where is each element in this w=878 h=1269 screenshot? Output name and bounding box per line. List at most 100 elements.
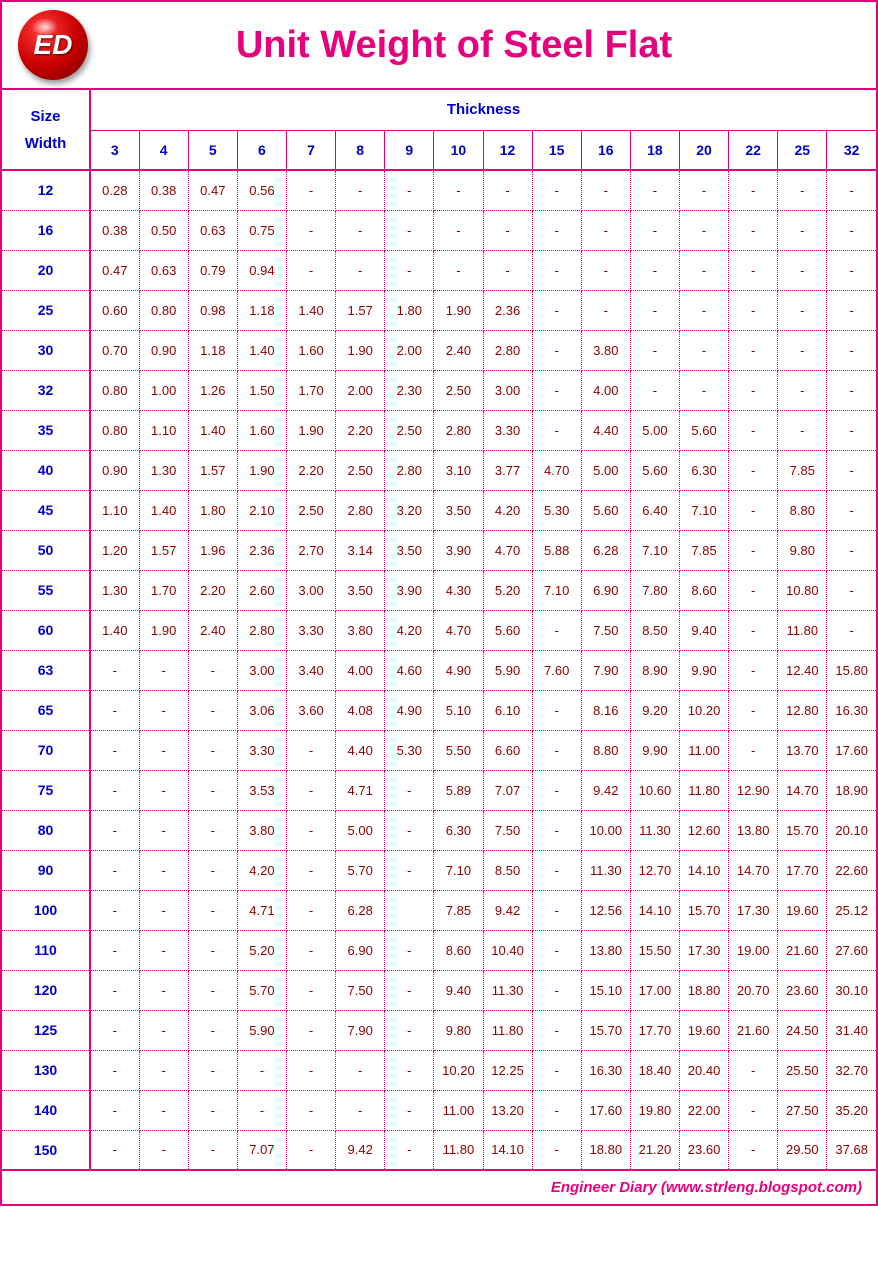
data-cell: 8.80 <box>778 490 827 530</box>
data-cell: - <box>532 250 581 290</box>
table-row: 63---3.003.404.004.604.905.907.607.908.9… <box>2 650 876 690</box>
data-cell: 18.80 <box>581 1130 630 1170</box>
data-cell: 2.80 <box>237 610 286 650</box>
data-cell: - <box>188 1130 237 1170</box>
data-cell: 11.80 <box>434 1130 483 1170</box>
data-cell: 17.00 <box>630 970 679 1010</box>
data-cell: - <box>729 1050 778 1090</box>
data-cell: 3.00 <box>483 370 532 410</box>
data-cell: 0.90 <box>90 450 139 490</box>
data-cell: 0.70 <box>90 330 139 370</box>
data-cell: - <box>827 450 876 490</box>
data-cell: - <box>532 370 581 410</box>
data-cell: - <box>385 770 434 810</box>
data-cell: 8.50 <box>483 850 532 890</box>
width-row-header: 120 <box>2 970 90 1010</box>
data-cell: 12.70 <box>630 850 679 890</box>
data-cell: 10.20 <box>680 690 729 730</box>
data-cell: 1.50 <box>237 370 286 410</box>
data-cell: - <box>630 370 679 410</box>
width-row-header: 80 <box>2 810 90 850</box>
thickness-col-header: 3 <box>90 130 139 170</box>
table-row: 601.401.902.402.803.303.804.204.705.60-7… <box>2 610 876 650</box>
thickness-header: Thickness <box>90 90 876 130</box>
data-cell: 3.06 <box>237 690 286 730</box>
data-cell: 7.80 <box>630 570 679 610</box>
data-cell: - <box>827 290 876 330</box>
data-cell: 11.00 <box>434 1090 483 1130</box>
data-cell: 2.50 <box>336 450 385 490</box>
header: ED Unit Weight of Steel Flat <box>2 2 876 90</box>
width-row-header: 75 <box>2 770 90 810</box>
data-cell: 7.07 <box>237 1130 286 1170</box>
data-cell: 2.00 <box>336 370 385 410</box>
data-cell: 0.63 <box>139 250 188 290</box>
data-cell: 12.25 <box>483 1050 532 1090</box>
data-cell: 0.60 <box>90 290 139 330</box>
data-cell: - <box>139 850 188 890</box>
data-cell: - <box>729 1130 778 1170</box>
data-cell: 11.30 <box>630 810 679 850</box>
data-cell: - <box>778 290 827 330</box>
data-cell: 15.70 <box>581 1010 630 1050</box>
data-cell: 3.80 <box>237 810 286 850</box>
data-cell: 10.20 <box>434 1050 483 1090</box>
data-cell: 1.10 <box>139 410 188 450</box>
data-cell: 3.14 <box>336 530 385 570</box>
data-cell: 3.60 <box>287 690 336 730</box>
data-cell: 5.10 <box>434 690 483 730</box>
data-cell: 5.60 <box>630 450 679 490</box>
data-cell: - <box>90 1130 139 1170</box>
data-cell: - <box>139 650 188 690</box>
data-cell: 3.00 <box>237 650 286 690</box>
data-cell: 14.10 <box>483 1130 532 1170</box>
data-cell: 7.85 <box>434 890 483 930</box>
data-cell: - <box>581 290 630 330</box>
data-cell: 3.30 <box>237 730 286 770</box>
data-cell: - <box>385 170 434 210</box>
data-cell: 2.40 <box>434 330 483 370</box>
table-row: 120.280.380.470.56------------ <box>2 170 876 210</box>
data-cell: - <box>729 250 778 290</box>
logo-badge: ED <box>18 10 88 80</box>
data-cell: - <box>778 370 827 410</box>
data-cell: 17.30 <box>729 890 778 930</box>
table-row: 551.301.702.202.603.003.503.904.305.207.… <box>2 570 876 610</box>
data-cell: - <box>680 370 729 410</box>
data-cell: 9.80 <box>778 530 827 570</box>
data-cell: - <box>188 890 237 930</box>
data-cell: 11.30 <box>581 850 630 890</box>
data-cell: - <box>778 170 827 210</box>
data-cell: 1.57 <box>188 450 237 490</box>
data-cell: - <box>827 610 876 650</box>
data-cell: - <box>827 530 876 570</box>
data-cell: 3.20 <box>385 490 434 530</box>
data-cell: - <box>385 930 434 970</box>
data-cell: - <box>532 930 581 970</box>
data-cell: 3.90 <box>385 570 434 610</box>
data-cell: 1.60 <box>237 410 286 450</box>
data-cell: 4.20 <box>385 610 434 650</box>
data-cell: 35.20 <box>827 1090 876 1130</box>
data-cell: - <box>483 250 532 290</box>
data-cell: 0.79 <box>188 250 237 290</box>
data-cell: 2.36 <box>483 290 532 330</box>
width-row-header: 30 <box>2 330 90 370</box>
data-cell: 1.26 <box>188 370 237 410</box>
data-cell: 8.60 <box>434 930 483 970</box>
data-cell: - <box>287 1010 336 1050</box>
thickness-col-header: 18 <box>630 130 679 170</box>
data-cell: - <box>680 330 729 370</box>
data-cell: 4.08 <box>336 690 385 730</box>
data-cell: - <box>90 650 139 690</box>
data-cell: 3.40 <box>287 650 336 690</box>
data-cell: - <box>188 1010 237 1050</box>
data-cell: - <box>729 450 778 490</box>
data-cell: 0.38 <box>139 170 188 210</box>
data-cell: - <box>532 610 581 650</box>
data-cell: 14.70 <box>729 850 778 890</box>
data-cell: - <box>778 410 827 450</box>
data-cell: - <box>827 330 876 370</box>
data-cell: 17.30 <box>680 930 729 970</box>
table-row: 140-------11.0013.20-17.6019.8022.00-27.… <box>2 1090 876 1130</box>
